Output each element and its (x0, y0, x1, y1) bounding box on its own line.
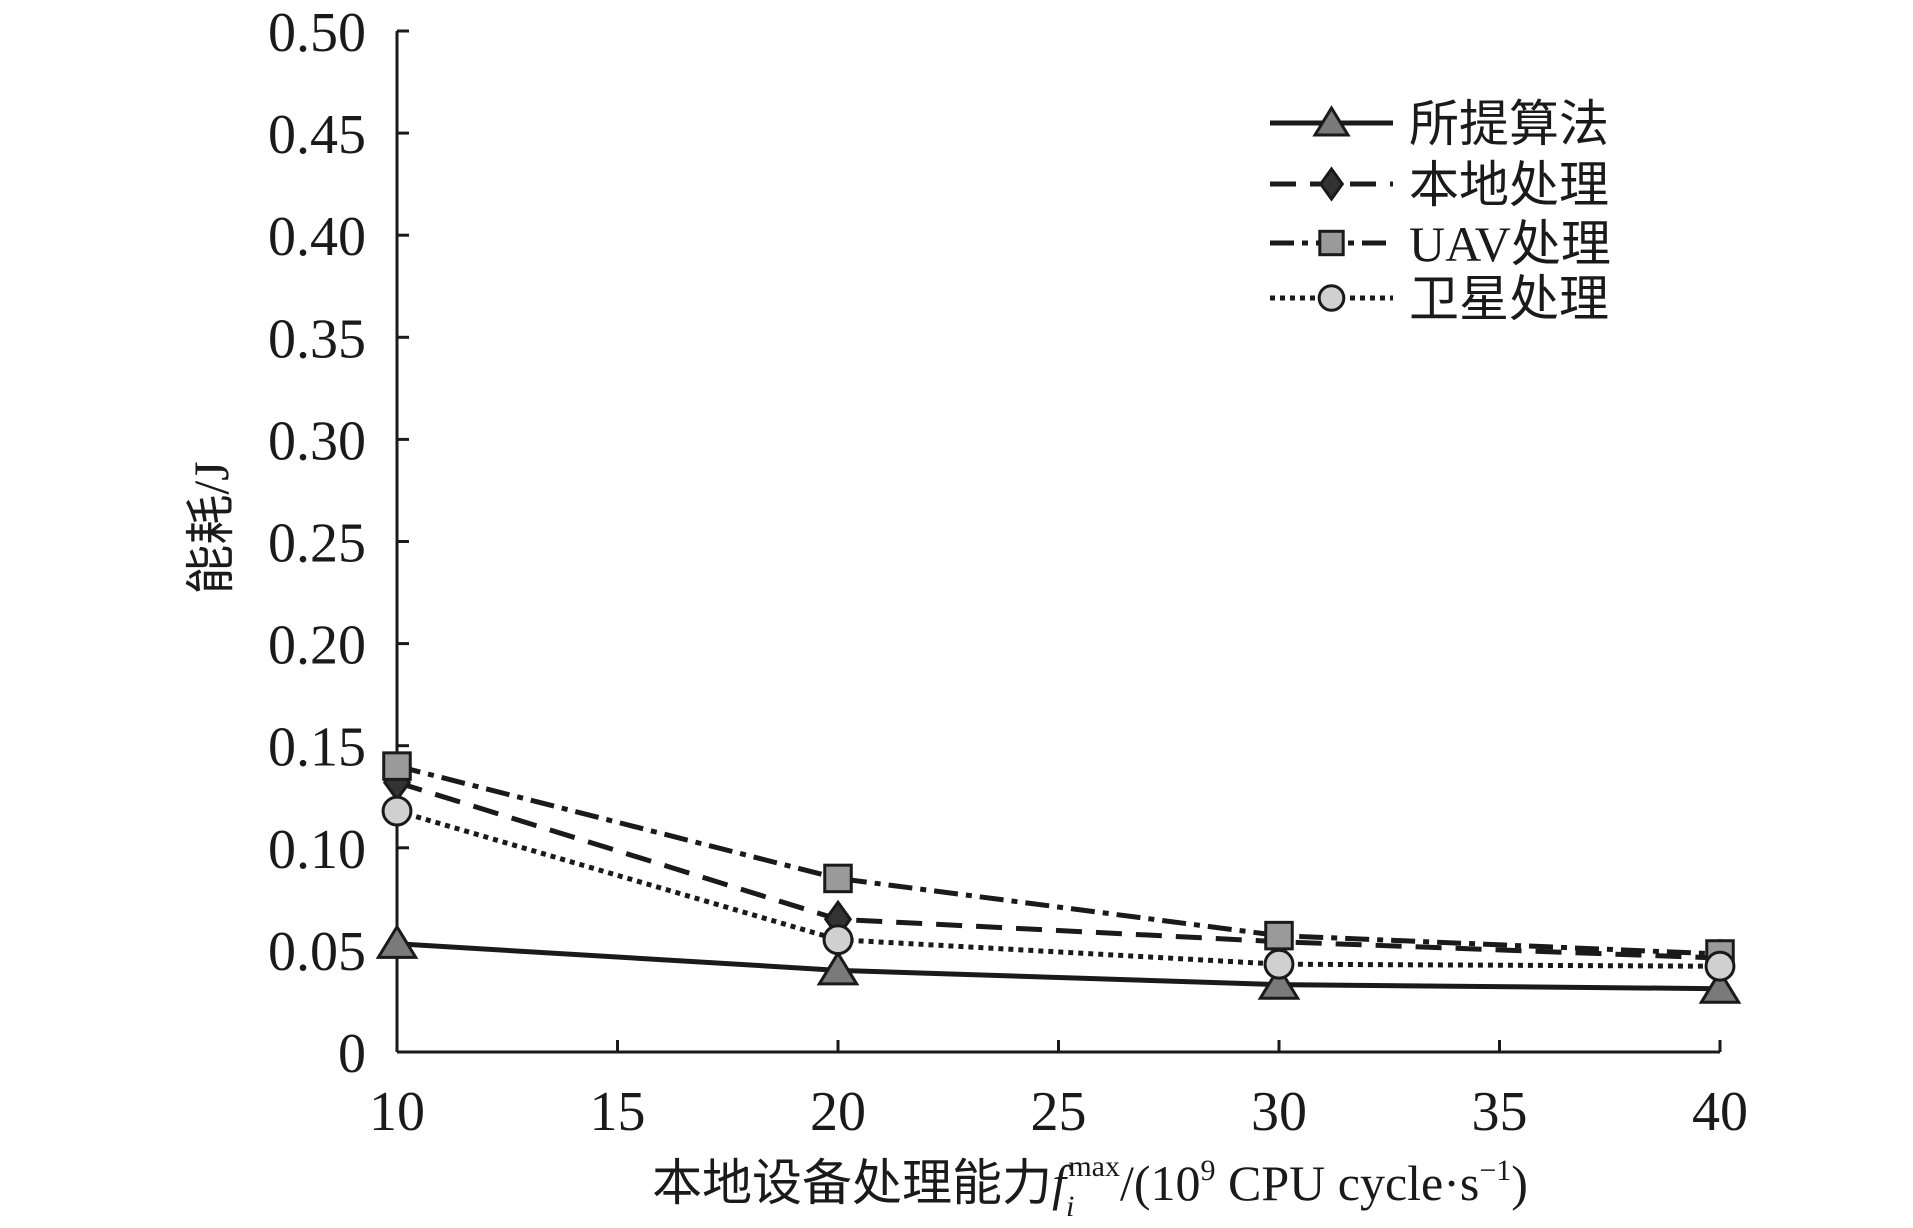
legend-item: 卫星处理 (1270, 271, 1609, 327)
legend-marker-circle (1317, 284, 1346, 312)
series-line (396, 780, 1721, 961)
legend-item: 所提算法 (1270, 96, 1609, 152)
legend-label: UAV处理 (1409, 216, 1611, 272)
y-tick-label: 0 (338, 1023, 366, 1085)
x-tick-label: 25 (1031, 1081, 1087, 1143)
series-triangle (375, 923, 1742, 1004)
series-group (375, 751, 1742, 1004)
y-tick-label: 0.10 (268, 819, 366, 881)
x-axis-title: 本地设备处理能力fimax/(109 CPU cycle·s−1) (652, 1150, 1528, 1223)
data-point-triangle (1698, 968, 1742, 1004)
data-point-square (1264, 920, 1294, 951)
legend-marker-diamond (1318, 166, 1345, 202)
series-line (396, 763, 1721, 957)
y-tick-label: 0.35 (268, 308, 366, 370)
x-tick-label: 10 (369, 1081, 425, 1143)
y-tick-label: 0.20 (268, 615, 366, 677)
x-axis-title-unit-mid: CPU cycle·s (1216, 1155, 1480, 1211)
x-tick-label: 35 (1472, 1081, 1528, 1143)
series-circle (381, 795, 1736, 982)
y-tick-label: 0.25 (268, 513, 366, 575)
series-square (382, 751, 1735, 969)
series-line (396, 808, 1721, 969)
legend-marker-triangle (1312, 105, 1351, 137)
y-tick-label: 0.15 (268, 717, 366, 779)
x-tick-label: 20 (810, 1081, 866, 1143)
y-tick-label: 0.30 (268, 410, 366, 472)
data-point-square (382, 751, 412, 781)
data-point-triangle (816, 950, 860, 986)
x-axis-title-superscript: max (1068, 1150, 1120, 1183)
y-axis-title: 能耗/J (183, 461, 239, 594)
legend-item: UAV处理 (1270, 216, 1611, 272)
x-tick-label: 15 (590, 1081, 646, 1143)
data-point-circle (1704, 950, 1736, 982)
x-axis-title-exponent-2: −1 (1479, 1154, 1511, 1187)
y-tick-label: 0.40 (268, 206, 366, 268)
legend-item: 本地处理 (1270, 157, 1609, 213)
x-tick-label: 30 (1251, 1081, 1307, 1143)
x-axis-title-subscript: i (1066, 1190, 1074, 1223)
data-point-circle (381, 795, 413, 827)
legend-label: 卫星处理 (1409, 271, 1609, 327)
x-axis-title-unit-open: /(10 (1120, 1155, 1201, 1211)
series-line (396, 941, 1721, 992)
data-point-triangle (1257, 964, 1301, 1000)
x-axis-title-exponent: 9 (1201, 1154, 1216, 1187)
x-axis-title-main: 本地设备处理能力 (652, 1155, 1052, 1211)
x-tick-label: 40 (1692, 1081, 1748, 1143)
ticks: 0 0.05 0.10 0.15 0.20 0.25 0.30 0.35 0.40 0.45 0.5… (268, 2, 1748, 1143)
legend-label: 所提算法 (1409, 96, 1609, 152)
y-tick-label: 0.05 (268, 921, 366, 983)
data-point-triangle (375, 923, 419, 959)
data-point-square (823, 863, 853, 894)
legend-label: 本地处理 (1409, 157, 1609, 213)
data-point-circle (822, 924, 854, 956)
data-point-circle (1263, 948, 1295, 980)
legend-marker-square (1318, 229, 1345, 257)
x-axis-title-unit-close: ) (1511, 1155, 1528, 1211)
y-tick-label: 0.50 (268, 2, 366, 64)
y-tick-label: 0.45 (268, 104, 366, 166)
